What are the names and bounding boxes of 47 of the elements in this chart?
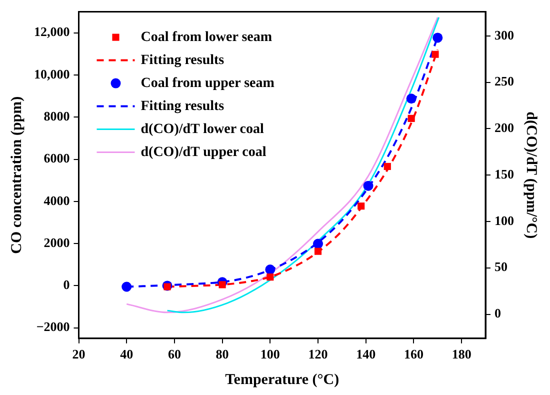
point [432, 32, 443, 43]
legend-label: Coal from lower seam [140, 30, 272, 45]
y2-axis-title: d(CO)/dT (ppm/°C) [523, 112, 540, 239]
x-axis-title: Temperature (°C) [225, 372, 340, 388]
x-tick-label: 40 [120, 346, 134, 362]
point [384, 162, 391, 170]
x-tick-label: 140 [356, 346, 376, 362]
legend-label: d(CO)/dT upper coal [140, 144, 266, 160]
y2-tick-label: 150 [494, 166, 514, 182]
legend-label: d(CO)/dT lower coal [140, 122, 264, 137]
x-tick-label: 60 [168, 346, 181, 362]
point [406, 94, 416, 104]
point [408, 114, 415, 122]
point [218, 281, 226, 288]
x-tick-label: 80 [216, 346, 229, 362]
y2-tick-label: 200 [494, 120, 514, 136]
y-tick-label: 10,000 [34, 66, 70, 82]
legend-label: Fitting results [140, 98, 225, 114]
x-tick-label: 120 [308, 346, 328, 362]
legend-label: Fitting results [140, 52, 225, 68]
y2-tick-label: 100 [494, 212, 514, 228]
y-tick-label: 12,000 [34, 24, 70, 40]
y-tick-label: 4000 [44, 192, 70, 208]
point [358, 202, 365, 210]
x-tick-label: 20 [72, 346, 86, 362]
x-tick-label: 100 [260, 346, 280, 362]
y-tick-label: 6000 [44, 150, 70, 166]
y-tick-label: 8000 [44, 108, 70, 124]
legend-label: Coal from upper seam [140, 76, 275, 91]
point [266, 274, 274, 281]
point [164, 283, 171, 290]
point [432, 50, 439, 58]
y2-tick-label: 250 [494, 74, 514, 89]
y-tick-label: −2000 [36, 319, 70, 334]
y2-tick-label: 300 [494, 27, 514, 42]
y2-tick-label: 0 [494, 306, 501, 321]
y-tick-label: 0 [63, 277, 70, 292]
x-tick-label: 160 [404, 346, 424, 362]
y2-tick-label: 50 [494, 259, 508, 274]
point [363, 180, 374, 191]
point [314, 248, 322, 255]
point [313, 238, 324, 249]
point [265, 264, 276, 274]
y-tick-label: 2000 [44, 234, 70, 250]
y-axis-title: CO concentration (ppm) [8, 96, 25, 254]
point [122, 282, 132, 292]
x-tick-label: 180 [452, 346, 472, 362]
